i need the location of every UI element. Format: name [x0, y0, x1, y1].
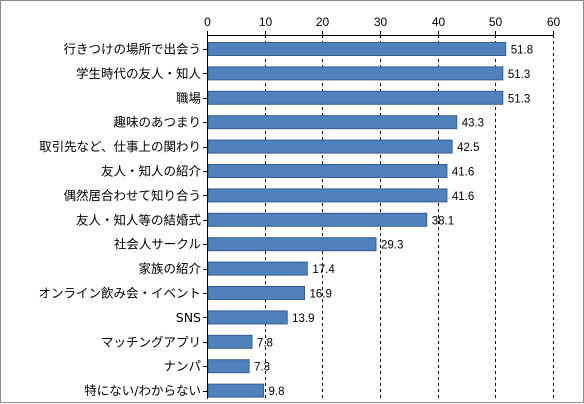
value-label: 41.6 — [452, 191, 474, 203]
value-label: 16.9 — [309, 289, 331, 301]
category-label: 職場 — [176, 90, 201, 105]
bar — [207, 90, 504, 105]
x-tick-label: 20 — [316, 15, 330, 29]
category-label: 社会人サークル — [114, 237, 201, 252]
x-tick-label: 50 — [489, 15, 503, 29]
bar — [207, 66, 504, 81]
bar — [207, 286, 305, 300]
x-tick-label: 40 — [432, 15, 446, 29]
bar — [207, 310, 288, 325]
value-label: 29.3 — [381, 240, 403, 252]
bar — [207, 383, 264, 398]
label-layer: 0 10 20 30 40 50 60 行きつけの場所で出会う 51.8 学生時代の友人・知人 51… — [38, 15, 560, 398]
value-label: 9.8 — [269, 386, 285, 398]
category-label: SNS — [176, 310, 201, 325]
value-label: 7.3 — [254, 362, 270, 374]
bar — [207, 164, 448, 178]
bar — [207, 139, 453, 154]
value-label: 7.8 — [257, 337, 273, 349]
bar — [207, 188, 448, 203]
category-label: 特にない/わからない — [84, 383, 201, 398]
bar — [207, 261, 308, 276]
category-label: 友人・知人等の結婚式 — [76, 212, 202, 227]
value-label: 42.5 — [457, 142, 479, 154]
category-label: 家族の紹介 — [138, 261, 201, 276]
x-tick-label: 60 — [547, 15, 561, 29]
x-tick-label: 0 — [204, 15, 211, 29]
category-label: 友人・知人の紹介 — [101, 164, 202, 179]
bar — [207, 42, 507, 56]
axis-layer — [203, 31, 554, 399]
bar — [207, 212, 428, 227]
category-label: 取引先など、仕事上の関わり — [39, 139, 201, 154]
value-label: 51.8 — [511, 45, 533, 57]
category-label: 趣味のあつまり — [113, 115, 201, 130]
value-label: 13.9 — [292, 313, 314, 325]
category-label: 偶然居合わせて知り合う — [63, 188, 201, 203]
bar — [207, 115, 458, 130]
value-label: 51.3 — [508, 93, 530, 105]
value-label: 17.4 — [312, 264, 335, 276]
category-label: ナンパ — [163, 359, 201, 374]
category-label: 学生時代の友人・知人 — [76, 66, 202, 81]
value-label: 41.6 — [452, 167, 474, 179]
bar — [207, 334, 253, 349]
category-label: 行きつけの場所で出会う — [63, 42, 201, 57]
x-tick-label: 10 — [259, 15, 273, 29]
bar-layer — [207, 42, 507, 398]
bar — [207, 237, 377, 252]
category-label: オンライン飲み会・イベント — [38, 286, 201, 301]
value-label: 43.3 — [462, 118, 484, 130]
category-label: マッチングアプリ — [101, 334, 201, 349]
value-label: 38.1 — [432, 215, 454, 227]
x-tick-label: 30 — [374, 15, 388, 29]
value-label: 51.3 — [508, 69, 530, 81]
bar — [207, 359, 250, 374]
